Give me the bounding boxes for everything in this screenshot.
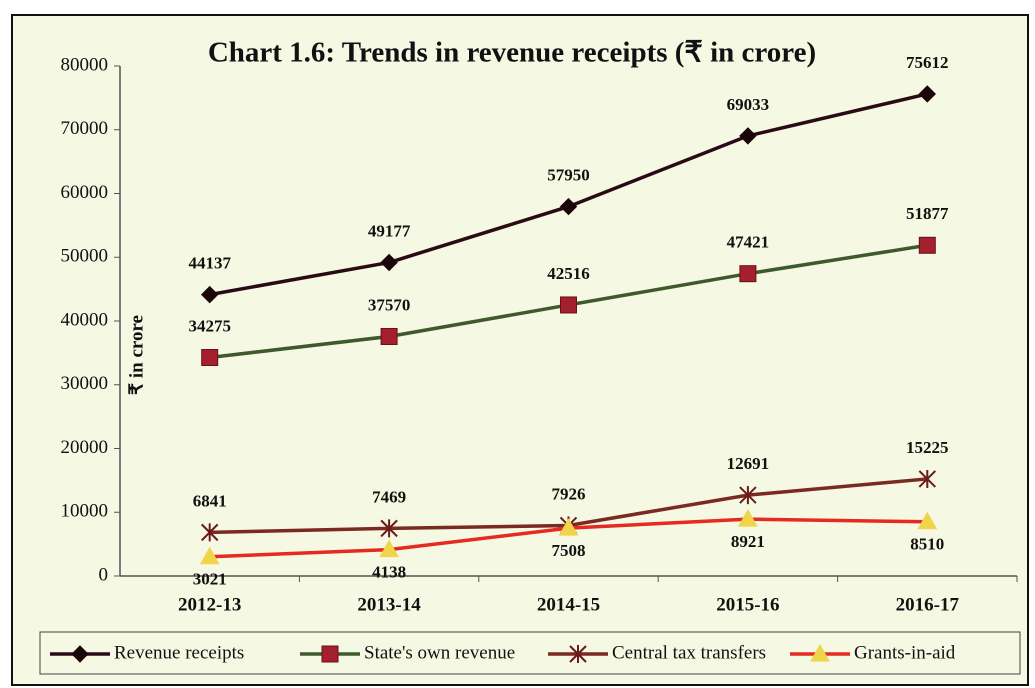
marker bbox=[810, 643, 830, 662]
y-tick-label: 60000 bbox=[61, 182, 109, 203]
marker bbox=[739, 127, 757, 145]
legend-label: Revenue receipts bbox=[114, 642, 244, 663]
data-label: 7508 bbox=[552, 541, 586, 560]
data-label: 47421 bbox=[727, 233, 770, 252]
y-tick-label: 40000 bbox=[61, 309, 109, 330]
marker bbox=[200, 285, 219, 304]
marker bbox=[321, 645, 339, 663]
y-tick-label: 0 bbox=[99, 564, 109, 585]
y-tick-label: 50000 bbox=[61, 246, 109, 267]
data-label: 4138 bbox=[372, 563, 406, 582]
marker bbox=[918, 469, 937, 488]
data-label: 7926 bbox=[552, 484, 586, 503]
y-axis-label: ₹ in crore bbox=[126, 315, 147, 395]
x-tick-label: 2015-16 bbox=[716, 594, 779, 615]
data-label: 49177 bbox=[368, 221, 411, 240]
legend-label: Grants-in-aid bbox=[854, 642, 956, 663]
y-tick-label: 20000 bbox=[61, 437, 109, 458]
x-tick-label: 2012-13 bbox=[178, 594, 241, 615]
data-label: 12691 bbox=[727, 454, 770, 473]
marker bbox=[199, 546, 220, 565]
marker bbox=[201, 348, 219, 366]
data-label: 42516 bbox=[547, 264, 590, 283]
marker bbox=[380, 253, 398, 272]
data-label: 6841 bbox=[193, 491, 227, 510]
marker bbox=[560, 296, 577, 314]
marker bbox=[739, 486, 757, 505]
data-label: 3021 bbox=[193, 570, 227, 589]
marker bbox=[569, 645, 587, 663]
data-label: 57950 bbox=[547, 165, 590, 184]
x-tick-label: 2014-15 bbox=[537, 594, 600, 615]
chart-title: Chart 1.6: Trends in revenue receipts (₹… bbox=[208, 37, 816, 69]
y-tick-label: 30000 bbox=[61, 373, 109, 394]
data-label: 37570 bbox=[368, 295, 411, 314]
marker bbox=[918, 85, 937, 103]
data-label: 34275 bbox=[188, 316, 231, 335]
marker bbox=[917, 511, 938, 530]
y-tick-label: 10000 bbox=[61, 501, 109, 522]
x-tick-label: 2016-17 bbox=[896, 594, 960, 615]
data-label: 75612 bbox=[906, 53, 949, 72]
y-tick-label: 70000 bbox=[61, 118, 109, 139]
marker bbox=[380, 519, 398, 538]
legend-box bbox=[39, 631, 1021, 675]
legend-label: Central tax transfers bbox=[612, 642, 766, 663]
data-label: 69033 bbox=[727, 95, 770, 114]
data-label: 7469 bbox=[372, 487, 406, 506]
marker bbox=[71, 645, 89, 663]
marker bbox=[739, 265, 757, 283]
legend-label: State's own revenue bbox=[364, 642, 515, 663]
marker bbox=[918, 236, 936, 254]
data-label: 15225 bbox=[906, 438, 949, 457]
marker bbox=[200, 523, 219, 542]
chart-frame bbox=[11, 14, 1029, 686]
marker bbox=[379, 539, 399, 558]
x-tick-label: 2013-14 bbox=[357, 594, 421, 615]
data-label: 8921 bbox=[731, 532, 765, 551]
data-label: 51877 bbox=[906, 204, 949, 223]
data-label: 44137 bbox=[188, 254, 231, 273]
data-label: 8510 bbox=[910, 535, 944, 554]
marker bbox=[559, 197, 578, 216]
marker bbox=[738, 509, 758, 527]
marker bbox=[380, 327, 398, 345]
y-tick-label: 80000 bbox=[61, 54, 109, 75]
marker bbox=[558, 518, 579, 536]
